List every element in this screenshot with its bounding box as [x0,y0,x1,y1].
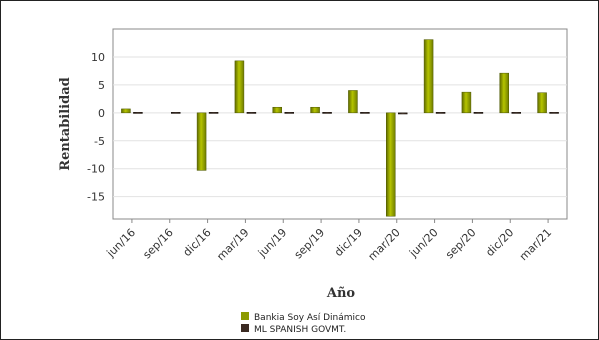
x-tick-label: jun/19 [255,226,289,260]
plot-area [112,28,568,220]
bar-bankia-0 [121,108,131,114]
y-tick-label: -15 [87,191,105,204]
bar-bankia-10 [499,72,509,114]
x-tick-label: sep/16 [140,226,175,261]
bar-ml-spanish-8 [435,112,446,114]
y-axis-title: Rentabilidad [58,77,73,170]
y-tick-label: -10 [87,163,105,176]
bar-ml-spanish-7 [398,112,408,115]
bar-bankia-6 [348,90,358,114]
x-axis-ticks: jun/16 sep/16 dic/16 mar/19 jun/19 sep/19 dic/… [104,219,554,263]
bar-bankia-3 [234,60,245,114]
bar-ml-spanish-11 [549,112,559,114]
bar-ml-spanish-9 [473,112,484,114]
bar-bankia-4 [272,106,282,114]
y-tick-label: 0 [98,107,105,120]
bar-bankia-2 [196,112,207,171]
bar-ml-spanish-10 [511,112,521,114]
bar-bankia-5 [310,106,320,114]
x-tick-label: mar/21 [517,226,554,263]
grid-lines [113,56,567,198]
bar-ml-spanish-0 [133,112,143,114]
x-tick-label: mar/19 [214,226,251,263]
legend-label: Bankia Soy Así Dinámico [254,313,366,323]
legend-label: ML SPANISH GOVMT. [254,325,346,335]
bar-ml-spanish-5 [322,112,332,114]
x-tick-label: dic/20 [483,226,516,259]
y-tick-label: -5 [94,135,105,148]
bar-ml-spanish-4 [284,112,294,114]
bar-ml-spanish-1 [171,112,181,114]
x-axis-title: Año [326,286,356,301]
y-axis-ticks: 10 5 0 -5 -10 -15 [87,51,105,204]
bar-ml-spanish-6 [360,112,370,114]
bar-bankia-8 [423,39,434,114]
x-tick-label: dic/16 [181,226,214,259]
legend-swatch [241,312,249,320]
x-tick-label: sep/20 [443,226,478,261]
x-tick-label: mar/20 [366,226,403,263]
x-tick-label: jun/20 [406,226,440,260]
y-tick-label: 10 [91,51,105,64]
x-tick-label: sep/19 [292,226,327,261]
bar-bankia-7 [386,112,396,217]
bar-ml-spanish-3 [246,112,257,114]
legend: Bankia Soy Así Dinámico ML SPANISH GOVMT. [241,312,366,335]
bar-bankia-9 [461,91,472,114]
bar-ml-spanish-2 [208,112,219,114]
x-tick-label: dic/19 [332,226,365,259]
bars [121,39,559,217]
legend-swatch [241,324,249,332]
y-tick-label: 5 [98,79,105,92]
x-tick-label: jun/16 [104,226,138,260]
bar-bankia-11 [537,92,547,114]
